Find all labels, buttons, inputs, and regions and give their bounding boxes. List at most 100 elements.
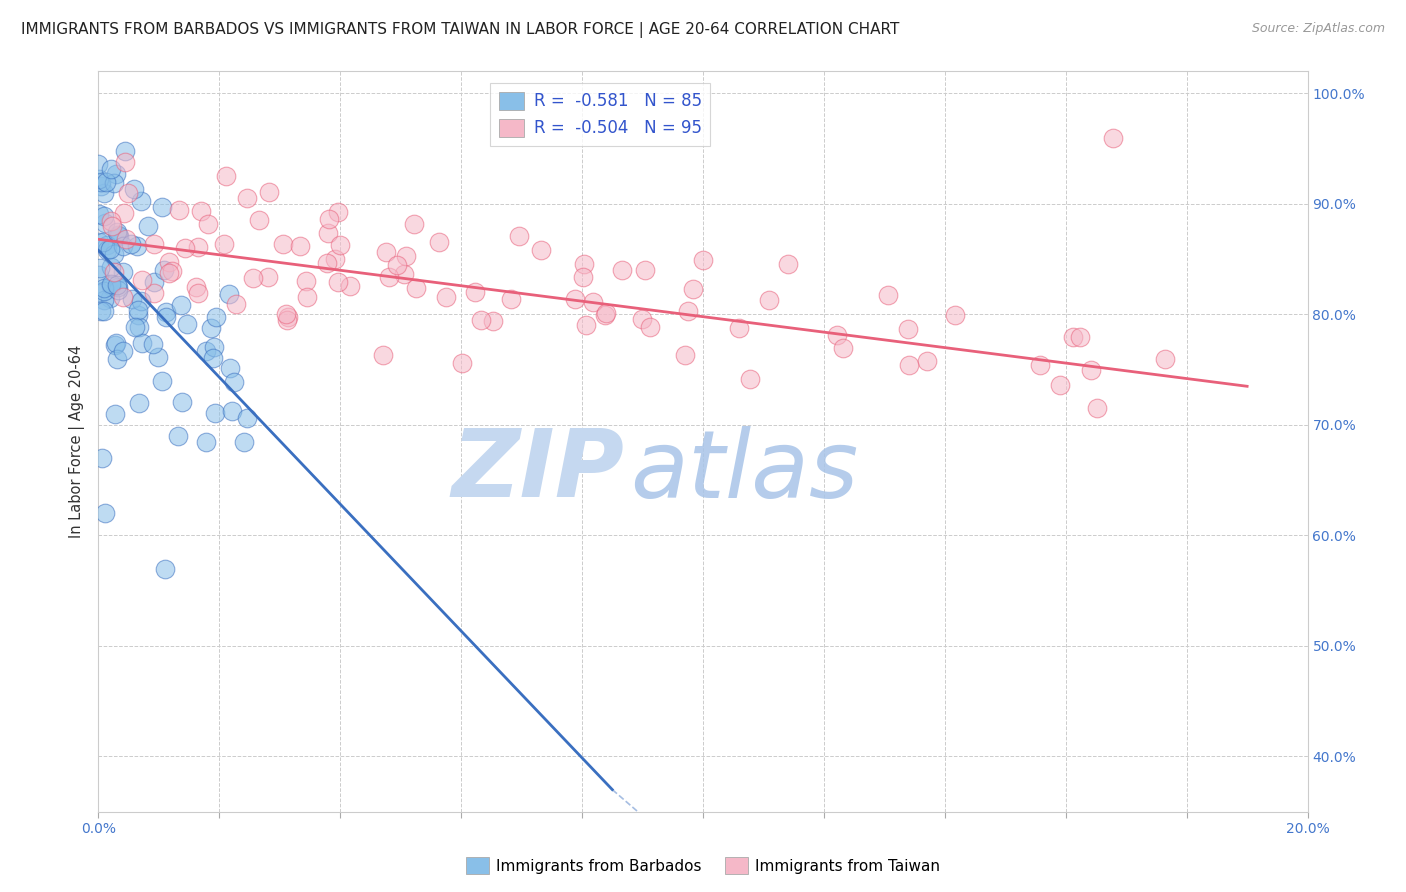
Point (93, 284, 115, 298)
Point (91, 451, 114, 466)
Point (328, 275, 350, 289)
Point (1080, 363, 1102, 377)
Point (142, 337, 165, 351)
Point (105, 225, 128, 239)
Point (776, 257, 799, 271)
Point (124, 320, 146, 334)
Text: atlas: atlas (630, 425, 859, 516)
Point (91, 235, 114, 249)
Point (202, 340, 225, 354)
Point (105, 167, 128, 181)
Point (136, 219, 159, 234)
Point (1062, 330, 1084, 344)
Point (89, 207, 111, 221)
Point (114, 145, 136, 159)
Y-axis label: In Labor Force | Age 20-64: In Labor Force | Age 20-64 (69, 345, 86, 538)
Point (405, 281, 427, 295)
Point (276, 313, 298, 327)
Point (155, 310, 177, 324)
Point (155, 305, 177, 319)
Point (329, 238, 352, 252)
Point (195, 344, 218, 359)
Point (682, 282, 704, 296)
Point (111, 290, 134, 304)
Point (235, 411, 257, 425)
Point (638, 320, 661, 334)
Point (897, 358, 920, 372)
Point (115, 232, 138, 246)
Point (187, 240, 209, 254)
Point (157, 254, 180, 268)
Point (103, 176, 125, 190)
Point (129, 194, 152, 208)
Point (339, 279, 361, 293)
Point (877, 288, 900, 302)
Point (150, 374, 173, 388)
Point (692, 253, 714, 268)
Point (117, 186, 139, 201)
Point (470, 313, 492, 327)
Point (90, 175, 112, 189)
Point (89, 235, 111, 250)
Point (247, 212, 270, 227)
Legend: R =  -0.581   N = 85, R =  -0.504   N = 95: R = -0.581 N = 85, R = -0.504 N = 95 (491, 83, 710, 145)
Point (114, 155, 136, 169)
Point (155, 561, 177, 575)
Point (634, 262, 657, 277)
Point (277, 310, 299, 324)
Point (316, 255, 339, 269)
Legend: Immigrants from Barbados, Immigrants from Taiwan: Immigrants from Barbados, Immigrants fro… (460, 851, 946, 880)
Point (89, 261, 111, 276)
Point (233, 434, 256, 449)
Point (146, 350, 169, 364)
Text: ZIP: ZIP (451, 425, 624, 517)
Point (129, 293, 152, 308)
Point (482, 314, 505, 328)
Point (288, 239, 311, 253)
Point (1069, 330, 1091, 344)
Point (378, 270, 401, 285)
Point (143, 236, 166, 251)
Point (127, 239, 149, 253)
Point (832, 341, 855, 355)
Point (103, 265, 125, 279)
Point (610, 263, 633, 277)
Point (90, 179, 112, 194)
Point (1101, 130, 1123, 145)
Point (169, 202, 191, 217)
Point (162, 263, 184, 277)
Point (94, 507, 117, 521)
Point (128, 396, 150, 410)
Point (224, 376, 246, 390)
Point (295, 274, 318, 288)
Point (103, 247, 125, 261)
Point (89, 285, 111, 299)
Point (221, 403, 243, 417)
Point (170, 395, 193, 409)
Point (218, 287, 240, 301)
Point (87, 171, 110, 186)
Point (215, 169, 238, 184)
Point (738, 372, 761, 386)
Point (98, 291, 121, 305)
Point (326, 204, 349, 219)
Text: IMMIGRANTS FROM BARBADOS VS IMMIGRANTS FROM TAIWAN IN LABOR FORCE | AGE 20-64 CO: IMMIGRANTS FROM BARBADOS VS IMMIGRANTS F… (21, 22, 900, 38)
Point (90, 304, 112, 318)
Point (257, 186, 280, 200)
Point (1153, 352, 1175, 367)
Point (100, 214, 122, 228)
Point (104, 337, 127, 351)
Point (323, 252, 346, 266)
Point (204, 406, 226, 420)
Point (427, 235, 450, 249)
Point (200, 321, 222, 335)
Point (318, 226, 340, 240)
Point (87, 157, 110, 171)
Point (170, 298, 193, 312)
Point (100, 162, 122, 177)
Point (184, 280, 207, 294)
Point (100, 278, 122, 293)
Point (295, 290, 318, 304)
Point (93, 280, 115, 294)
Point (111, 344, 134, 359)
